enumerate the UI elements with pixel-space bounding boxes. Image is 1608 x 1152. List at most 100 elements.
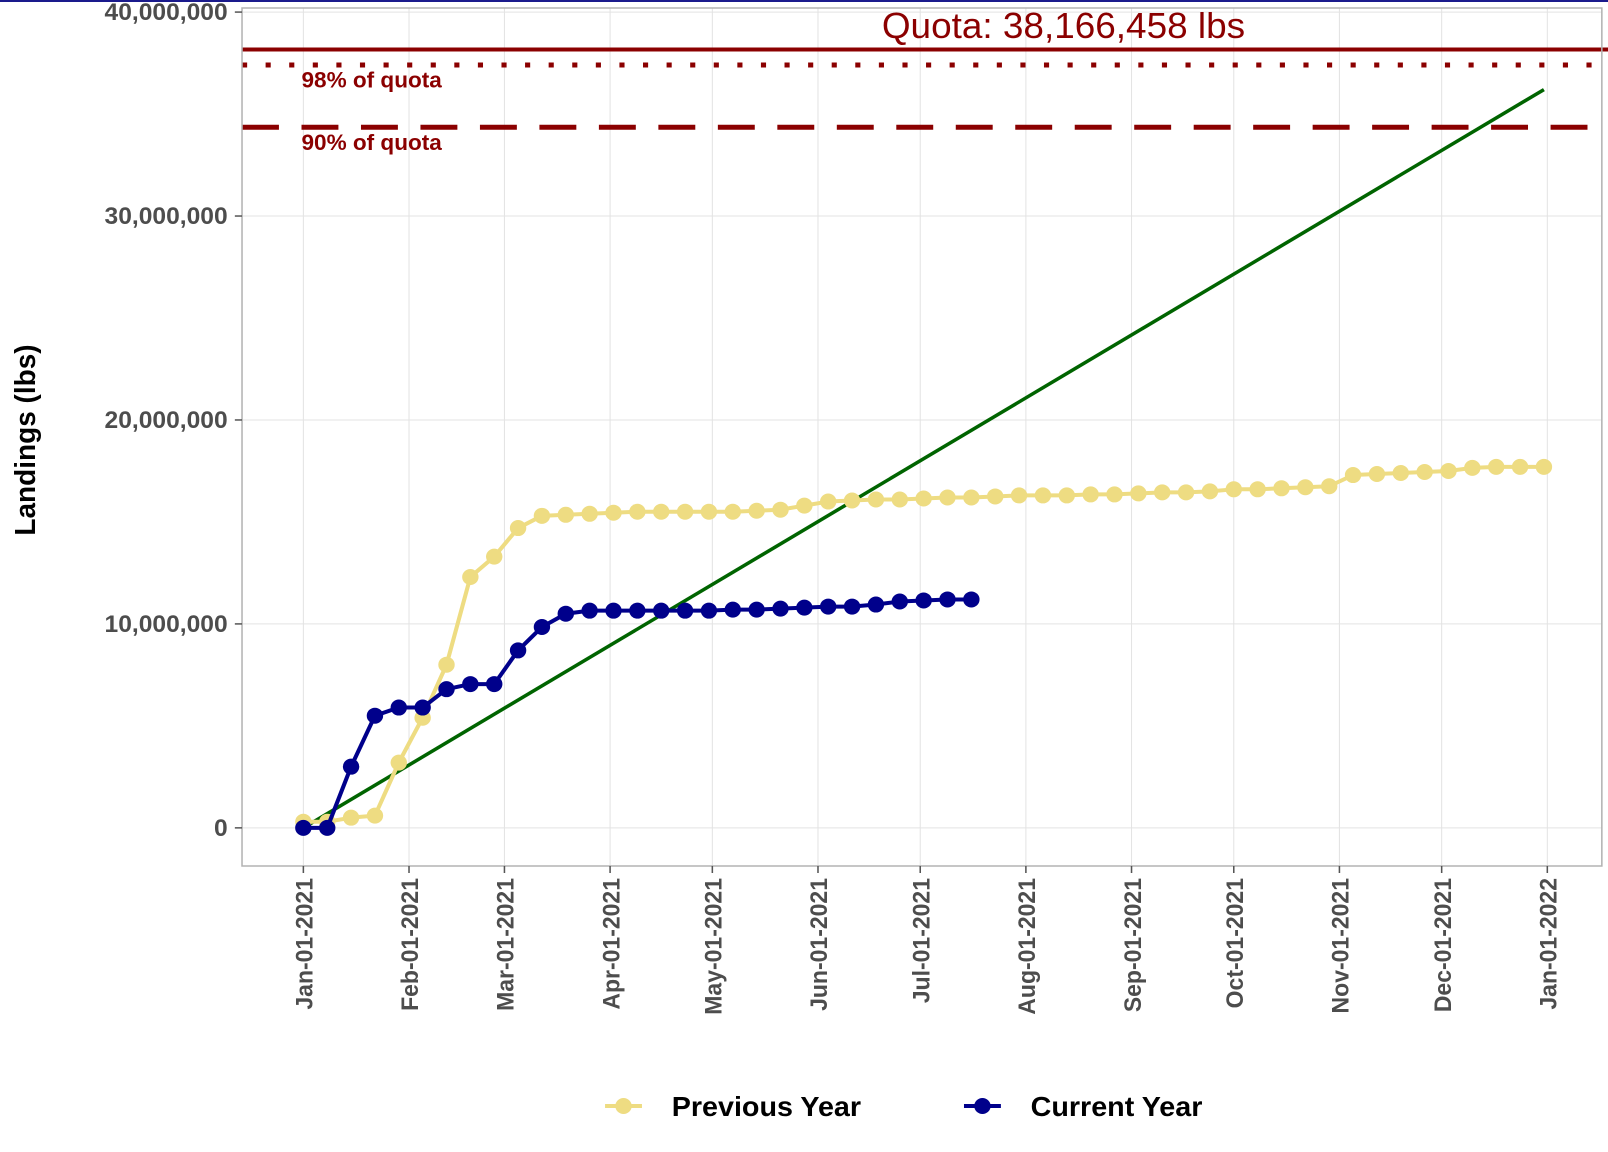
- series-point: [366, 807, 384, 824]
- x-tick-label: Jan-01-2022: [1535, 878, 1561, 1010]
- series-point: [843, 598, 861, 615]
- series-point: [987, 488, 1004, 505]
- series-point: [438, 656, 455, 673]
- series-point: [342, 758, 360, 775]
- x-tick-label: Mar-01-2021: [492, 878, 518, 1011]
- series-point: [1344, 467, 1362, 484]
- series-point: [319, 819, 336, 836]
- series-point: [915, 592, 932, 609]
- series-point: [1273, 480, 1290, 497]
- series-point: [963, 489, 980, 506]
- x-tick-label: Apr-01-2021: [598, 878, 624, 1010]
- reference-label: 90% of quota: [302, 130, 443, 155]
- series-point: [533, 507, 551, 524]
- series-point: [390, 754, 407, 771]
- x-tick-label: Sep-01-2021: [1119, 878, 1145, 1012]
- top-border: [0, 0, 1608, 2]
- series-point: [891, 593, 908, 610]
- legend-marker: [615, 1098, 632, 1114]
- series-point: [772, 600, 789, 617]
- series-point: [724, 601, 741, 618]
- series-point: [1368, 466, 1386, 483]
- series-point: [462, 676, 479, 693]
- series-point: [1416, 463, 1433, 480]
- series-point: [1487, 458, 1505, 475]
- series-point: [1320, 478, 1338, 495]
- reference-label: 98% of quota: [302, 68, 443, 93]
- series-point: [605, 602, 622, 619]
- series-point: [915, 490, 932, 507]
- series-point: [438, 681, 455, 698]
- x-tick-label: Nov-01-2021: [1327, 878, 1353, 1013]
- series-point: [1010, 487, 1028, 504]
- series-point: [1130, 485, 1147, 502]
- series-point: [1511, 458, 1529, 475]
- y-tick-label: 30,000,000: [105, 203, 228, 230]
- series-point: [557, 506, 574, 523]
- series-point: [1153, 484, 1171, 501]
- series-point: [676, 602, 694, 619]
- series-point: [939, 591, 956, 608]
- series-point: [653, 602, 670, 619]
- series-point: [342, 809, 360, 826]
- series-point: [486, 676, 503, 693]
- series-point: [1535, 458, 1553, 475]
- reference-label: Quota: 38,166,458 lbs: [882, 5, 1245, 45]
- series-point: [605, 504, 622, 521]
- plot-marks: Quota: 38,166,458 lbs 98% of quota 90% of …: [242, 5, 1608, 836]
- series-point: [1106, 486, 1123, 503]
- y-tick-label: 20,000,000: [105, 407, 228, 434]
- series-point: [891, 491, 908, 508]
- series-point: [295, 819, 312, 836]
- panel-border: [241, 7, 1603, 867]
- series-point: [820, 598, 837, 615]
- series-point: [557, 605, 574, 622]
- series-point: [1392, 464, 1409, 481]
- series-point: [533, 618, 551, 635]
- series-point: [843, 492, 861, 509]
- series-point: [820, 493, 837, 510]
- series-point: [581, 602, 598, 619]
- series-point: [772, 501, 789, 518]
- x-tick-label: Jan-01-2021: [291, 878, 317, 1010]
- series-line: [303, 464, 1544, 824]
- legend-label: Current Year: [1031, 1091, 1203, 1123]
- series-point: [748, 601, 765, 618]
- series-point: [390, 699, 407, 716]
- y-tick-label: 40,000,000: [105, 0, 228, 26]
- series-point: [1297, 479, 1314, 496]
- x-tick-label: Jul-01-2021: [908, 878, 934, 1003]
- series-point: [1201, 483, 1219, 500]
- x-tick-label: Dec-01-2021: [1430, 878, 1456, 1012]
- series-point: [1249, 481, 1266, 498]
- y-tick-label: 10,000,000: [105, 611, 228, 638]
- series-point: [653, 503, 670, 520]
- series-point: [1225, 481, 1242, 498]
- series-point: [581, 505, 598, 522]
- series-point: [700, 602, 718, 619]
- x-tick-label: Aug-01-2021: [1014, 878, 1040, 1015]
- series-point: [1082, 486, 1099, 503]
- series-point: [486, 548, 503, 565]
- series-point: [796, 497, 813, 514]
- x-tick-label: May-01-2021: [700, 878, 726, 1015]
- x-tick-label: Feb-01-2021: [397, 878, 423, 1011]
- series-point: [366, 707, 384, 724]
- legend-marker: [974, 1098, 991, 1114]
- series-point: [1034, 487, 1052, 504]
- series-point: [629, 602, 646, 619]
- series-point: [676, 503, 694, 520]
- series-point: [939, 489, 956, 506]
- legend-label: Previous Year: [672, 1091, 861, 1123]
- series-point: [963, 591, 980, 608]
- series-point: [700, 503, 718, 520]
- grid: [242, 8, 1602, 866]
- series-point: [1177, 484, 1195, 501]
- series-point: [1464, 459, 1481, 476]
- series-point: [724, 503, 741, 520]
- y-axis-title: Landings (lbs): [10, 344, 42, 535]
- series-point: [509, 642, 527, 659]
- trend-line: [302, 88, 1545, 830]
- x-tick-label: Jun-01-2021: [806, 878, 832, 1011]
